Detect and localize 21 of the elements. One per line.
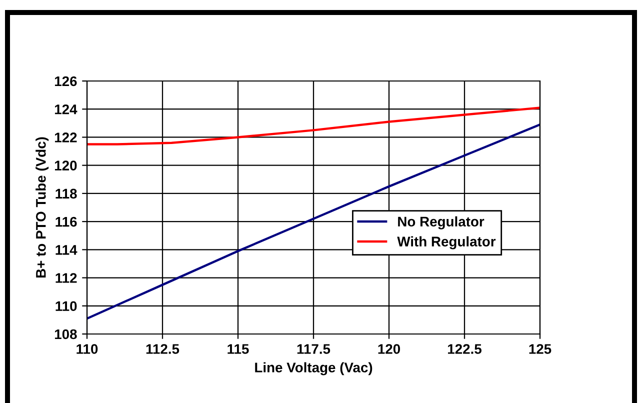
y-tick-label: 118: [56, 188, 77, 199]
y-tick-label: 120: [54, 160, 77, 171]
x-tick-label: 110: [76, 344, 98, 354]
y-tick-label: 124: [54, 104, 78, 114]
y-tick-label: 116: [56, 216, 77, 227]
x-tick-label: 125: [529, 344, 552, 354]
y-tick-label: 122: [54, 132, 77, 142]
y-tick-label: 112: [56, 273, 77, 283]
x-tick-label: 112.5: [146, 344, 180, 354]
x-tick-label: 115: [228, 344, 249, 354]
y-tick-label: 108: [54, 329, 77, 340]
x-axis-title: Line Voltage (Vac): [255, 362, 372, 376]
y-tick-label: 110: [56, 301, 77, 312]
legend-label: With Regulator: [397, 236, 496, 250]
y-tick-label: 114: [56, 245, 78, 255]
y-tick-label: 126: [54, 76, 77, 86]
x-tick-label: 117.5: [297, 344, 330, 354]
x-tick-label: 122.5: [448, 344, 482, 354]
y-axis-title: B+ to PTO Tube (Vdc): [36, 137, 49, 278]
legend-label: No Regulator: [398, 216, 484, 230]
x-tick-label: 120: [378, 344, 400, 354]
